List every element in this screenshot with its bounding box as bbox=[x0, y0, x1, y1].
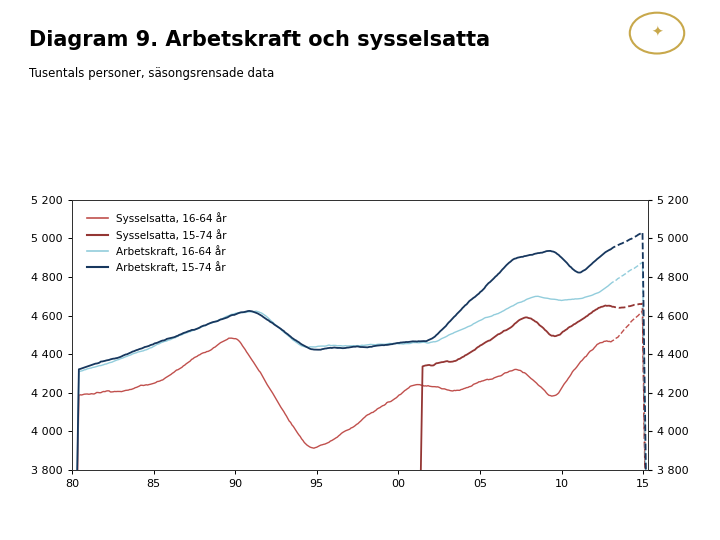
Text: SVERIGES: SVERIGES bbox=[639, 56, 675, 60]
Text: Källor: SCB och Riksbanken: Källor: SCB och Riksbanken bbox=[566, 519, 709, 529]
Text: Diagram 9. Arbetskraft och sysselsatta: Diagram 9. Arbetskraft och sysselsatta bbox=[29, 30, 490, 50]
Text: RIKSBANK: RIKSBANK bbox=[639, 65, 675, 71]
Legend: Sysselsatta, 16-64 år, Sysselsatta, 15-74 år, Arbetskraft, 16-64 år, Arbetskraft: Sysselsatta, 16-64 år, Sysselsatta, 15-7… bbox=[83, 208, 231, 278]
Text: Anm. Data före 1987 är länkad av Riksbanken.: Anm. Data före 1987 är länkad av Riksban… bbox=[11, 519, 255, 529]
Text: ✦: ✦ bbox=[651, 26, 663, 40]
Text: Tusentals personer, säsongsrensade data: Tusentals personer, säsongsrensade data bbox=[29, 68, 274, 80]
